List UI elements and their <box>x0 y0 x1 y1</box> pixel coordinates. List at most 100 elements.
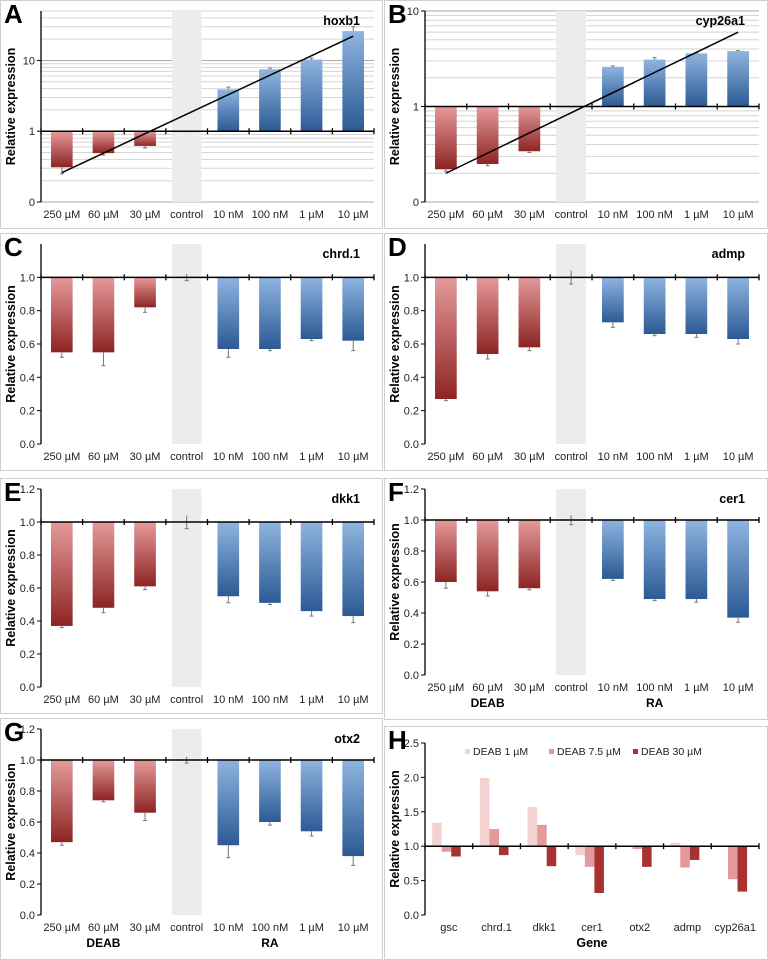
y-tick-label: 1.0 <box>404 515 419 527</box>
bar <box>602 520 624 579</box>
bar <box>527 806 538 847</box>
bar <box>134 760 156 813</box>
x-tick-label: control <box>170 694 203 706</box>
chart-f: 0.0 0.2 0.4 0.6 0.8 1.0 1.2 Relative expression… <box>388 484 760 710</box>
x-tick-label: 10 nM <box>598 209 629 221</box>
x-tick-label: 10 nM <box>598 682 629 694</box>
bar <box>134 131 156 146</box>
bar <box>685 277 708 334</box>
x-tick-label: 30 µM <box>130 451 161 463</box>
bar <box>134 277 156 308</box>
bar <box>259 522 281 603</box>
chart-a: 0 1 10 Relative expression hoxb1 250 µM 60 µM 3… <box>4 10 375 221</box>
bar <box>642 846 652 867</box>
y-tick-label: 0.6 <box>20 339 35 351</box>
y-tick-label: 0.2 <box>404 406 419 418</box>
panel-h: 0.0 0.5 1.0 1.5 2.0 2.5 Relative expression DEA… <box>384 725 768 960</box>
x-tick-label: 10 nM <box>213 694 244 706</box>
y-axis-label: Relative expression <box>388 48 402 165</box>
x-tick-label: 60 µM <box>88 451 119 463</box>
group-label: DEAB <box>471 696 505 710</box>
chart-title: chrd.1 <box>322 247 360 261</box>
legend-label: DEAB 7.5 µM <box>557 746 621 758</box>
bar <box>643 59 666 107</box>
bar <box>602 277 624 323</box>
x-tick-label: 1 µM <box>684 451 709 463</box>
x-tick-label: 10 µM <box>723 209 754 221</box>
bar <box>476 520 499 592</box>
x-tick-label: dkk1 <box>533 922 556 934</box>
x-tick-label: 60 µM <box>472 451 503 463</box>
y-tick-label: 0.8 <box>404 306 419 318</box>
bar <box>342 277 365 341</box>
bar <box>643 277 666 334</box>
x-tick-label: control <box>170 451 203 463</box>
trendline <box>61 35 354 174</box>
x-tick-label: otx2 <box>629 922 650 934</box>
x-tick-label: 100 nM <box>252 694 289 706</box>
x-tick-label: control <box>555 209 588 221</box>
group-label: RA <box>261 936 279 950</box>
bar <box>259 277 281 349</box>
bar <box>300 277 323 339</box>
x-tick-label: 10 nM <box>213 922 244 934</box>
y-tick-label: 0.4 <box>404 372 419 384</box>
bar <box>300 59 323 132</box>
chart-b: 0 1 10 Relative expression cyp26a1 250 µM 60 µ… <box>388 6 760 221</box>
bar <box>489 829 499 847</box>
bar <box>518 277 541 348</box>
bar <box>680 846 690 868</box>
bar <box>217 89 240 132</box>
bar <box>259 69 281 132</box>
x-tick-label: 10 µM <box>338 209 369 221</box>
bar <box>50 131 73 168</box>
bar <box>670 842 681 847</box>
bar <box>432 822 442 847</box>
bar <box>737 846 748 892</box>
bar <box>602 66 624 107</box>
bar <box>92 277 115 353</box>
panel-e: 0.0 0.2 0.4 0.6 0.8 1.0 1.2 Relative expression… <box>0 477 383 714</box>
x-tick-label: 1 µM <box>684 682 709 694</box>
y-tick-label: 0.6 <box>20 817 35 829</box>
y-tick-label: 0.4 <box>20 616 35 628</box>
x-tick-label: control <box>170 922 203 934</box>
bar <box>435 277 457 399</box>
y-tick-label: 0.6 <box>404 339 419 351</box>
bar <box>435 520 457 582</box>
x-tick-label: admp <box>674 922 702 934</box>
chart-e: 0.0 0.2 0.4 0.6 0.8 1.0 1.2 Relative expression… <box>4 484 375 706</box>
x-tick-label: 250 µM <box>427 451 464 463</box>
legend-swatch <box>633 749 638 754</box>
chart-h: 0.0 0.5 1.0 1.5 2.0 2.5 Relative expression DEA… <box>388 738 760 950</box>
bar <box>727 520 749 618</box>
bar <box>546 846 557 867</box>
bar <box>50 760 73 843</box>
legend-swatch <box>549 749 554 754</box>
x-tick-label: 30 µM <box>514 209 545 221</box>
y-tick-label: 1.0 <box>20 517 35 529</box>
bar <box>498 846 509 856</box>
x-tick-label: 100 nM <box>636 682 673 694</box>
bar <box>50 522 73 626</box>
x-tick-label: 250 µM <box>427 682 464 694</box>
y-tick-label: 0 <box>29 197 35 209</box>
chart-title: hoxb1 <box>323 14 360 28</box>
x-tick-label: 10 nM <box>598 451 629 463</box>
y-tick-label: 0.2 <box>20 879 35 891</box>
x-tick-label: 60 µM <box>88 694 119 706</box>
x-tick-label: 1 µM <box>299 694 324 706</box>
y-axis-label: Relative expression <box>4 285 18 402</box>
x-tick-label: 10 µM <box>723 682 754 694</box>
x-tick-label: 60 µM <box>88 922 119 934</box>
x-tick-label: control <box>555 451 588 463</box>
chart-title: cer1 <box>719 492 745 506</box>
bar <box>727 846 738 880</box>
x-tick-label: cer1 <box>581 922 602 934</box>
bar <box>300 522 323 612</box>
chart-g: 0.0 0.2 0.4 0.6 0.8 1.0 1.2 Relative expression… <box>4 724 375 950</box>
bar <box>217 522 240 597</box>
chart-title: cyp26a1 <box>696 14 745 28</box>
bar <box>342 522 365 617</box>
